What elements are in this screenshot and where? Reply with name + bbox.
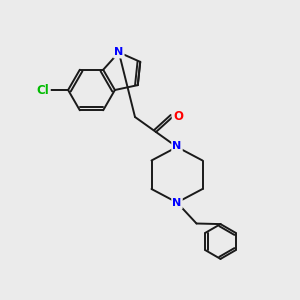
Text: N: N — [172, 141, 182, 152]
Text: Cl: Cl — [37, 83, 50, 97]
Text: N: N — [114, 47, 124, 57]
Text: O: O — [173, 110, 183, 124]
Text: N: N — [172, 198, 182, 208]
